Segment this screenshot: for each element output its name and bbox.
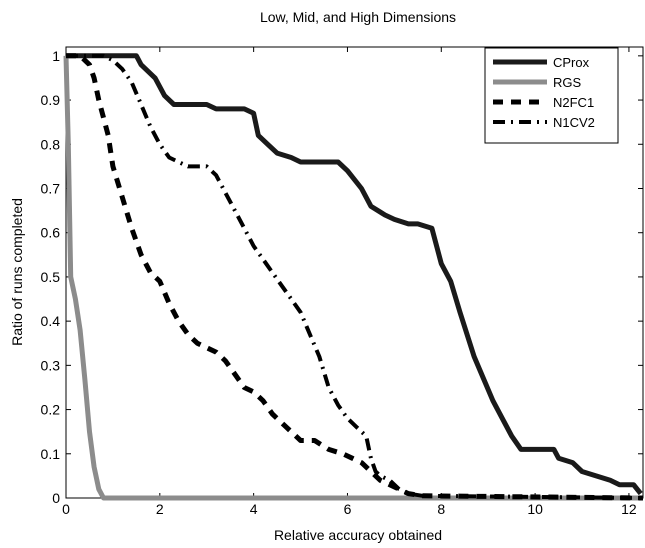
y-tick-label: 0.5: [41, 269, 61, 285]
series-line-rgs: [63, 55, 643, 501]
series-line-n2fc1: [66, 53, 644, 501]
y-tick-label: 0.3: [41, 357, 61, 373]
legend-label-n2fc1: N2FC1: [553, 95, 594, 110]
x-axis: 0 2 4 6 8 10 12: [62, 47, 637, 517]
y-tick-label: 0.6: [41, 225, 61, 241]
series-line-cprox: [66, 53, 643, 496]
x-tick-label: 10: [527, 501, 543, 517]
y-tick-label: 0.4: [41, 313, 61, 329]
y-axis-label: Ratio of runs completed: [9, 198, 25, 346]
legend-items: CProx RGS N2FC1 N1CV2: [493, 55, 595, 130]
y-tick-label: 0.8: [41, 136, 61, 152]
y-axis: 0 0.1 0.2 0.3 0.4 0.5 0.6 0.7 0.8 0.9 1: [41, 48, 643, 506]
y-tick-label: 0: [52, 490, 60, 506]
x-tick-label: 4: [250, 501, 258, 517]
x-tick-label: 8: [437, 501, 445, 517]
y-tick-label: 0.7: [41, 180, 61, 196]
legend-label-cprox: CProx: [553, 55, 590, 70]
chart-title: Low, Mid, and High Dimensions: [260, 9, 456, 25]
x-axis-label: Relative accuracy obtained: [274, 527, 442, 543]
legend-label-rgs: RGS: [553, 75, 582, 90]
x-tick-label: 0: [62, 501, 70, 517]
y-tick-label: 0.1: [41, 446, 61, 462]
x-tick-label: 12: [621, 501, 637, 517]
series-layer: [63, 53, 644, 501]
y-tick-label: 1: [52, 48, 60, 64]
y-tick-label: 0.2: [41, 402, 61, 418]
x-tick-label: 6: [344, 501, 352, 517]
x-tick-label: 2: [156, 501, 164, 517]
series-line-n1cv2: [66, 53, 644, 500]
legend: CProx RGS N2FC1 N1CV2: [484, 47, 619, 144]
legend-label-n1cv2: N1CV2: [553, 115, 595, 130]
y-tick-label: 0.9: [41, 92, 61, 108]
